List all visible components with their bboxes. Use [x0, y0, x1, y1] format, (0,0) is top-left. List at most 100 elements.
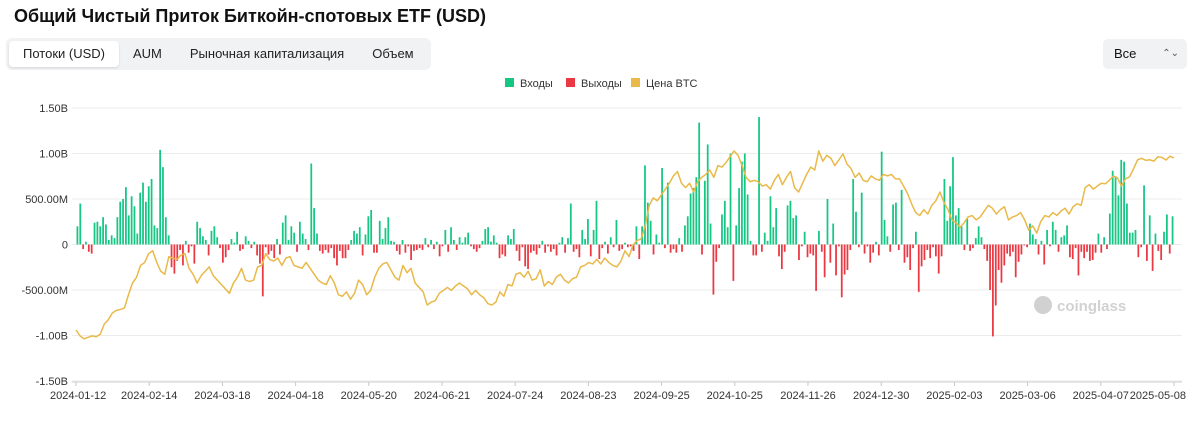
legend-label-inflow[interactable]: Входы [520, 78, 553, 90]
outflow-bar [330, 244, 333, 249]
x-tick-label: 2025-02-03 [926, 390, 982, 402]
outflow-bar [1049, 244, 1051, 247]
outflow-bar [715, 244, 718, 262]
y-tick-label: -500.00M [22, 285, 68, 297]
inflow-bar [162, 167, 164, 245]
inflow-bar [686, 216, 689, 245]
range-select[interactable]: Все ⌃⌄ [1103, 39, 1187, 69]
inflow-bar [743, 153, 746, 245]
inflow-bar [236, 231, 239, 245]
outflow-bar [273, 244, 276, 259]
outflow-bar [532, 244, 535, 251]
outflow-bar [527, 244, 529, 270]
outflow-bar [338, 244, 341, 251]
inflow-bar [253, 241, 256, 245]
inflow-bar [960, 226, 963, 245]
outflow-bar [1074, 244, 1077, 249]
inflow-bar [316, 233, 318, 245]
tab-volume[interactable]: Объем [372, 46, 414, 61]
outflow-bar [504, 244, 507, 257]
inflow-bar [96, 221, 99, 245]
outflow-bar [441, 244, 444, 247]
outflow-bar [538, 244, 541, 249]
outflow-bar [926, 244, 929, 250]
inflow-bar [444, 229, 447, 245]
legend-label-btc-price[interactable]: Цена BTC [646, 78, 698, 90]
inflow-bar [692, 188, 695, 245]
inflow-bar [1154, 233, 1157, 245]
inflow-bar [276, 239, 278, 245]
inflow-bar [875, 241, 877, 245]
inflow-bar [450, 227, 452, 245]
outflow-bar [701, 244, 703, 255]
inflow-bar [313, 208, 316, 245]
outflow-bar [1137, 244, 1140, 258]
y-tick-label: 500.00M [25, 194, 68, 206]
inflow-bar [741, 161, 743, 245]
tab-aum[interactable]: AUM [133, 46, 162, 61]
x-tick-label: 2024-05-20 [341, 390, 397, 402]
outflow-bar [447, 244, 450, 252]
inflow-bar [826, 199, 829, 245]
outflow-bar [321, 244, 324, 254]
tab-flows-usd[interactable]: Потоки (USD) [9, 41, 119, 67]
inflow-bar [150, 178, 153, 245]
outflow-bar [1071, 244, 1074, 260]
outflow-bar [612, 244, 615, 248]
inflow-bar [164, 217, 167, 245]
inflow-bar [635, 226, 638, 245]
outflow-bar [472, 244, 475, 250]
inflow-bar [886, 236, 889, 245]
outflow-bar [835, 244, 837, 276]
chevron-updown-icon: ⌃⌄ [1162, 48, 1179, 59]
outflow-bar [1080, 244, 1083, 252]
inflow-bar [507, 235, 509, 245]
tab-market-cap[interactable]: Рыночная капитализация [189, 46, 345, 61]
outflow-bar [82, 244, 85, 250]
inflow-bar [122, 199, 124, 245]
outflow-bar [798, 244, 800, 260]
inflow-bar [484, 229, 487, 245]
outflow-bar [923, 244, 926, 260]
inflow-bar [723, 200, 726, 245]
inflow-bar [1060, 237, 1063, 245]
outflow-bar [1086, 244, 1088, 252]
outflow-bar [455, 244, 458, 250]
x-tick-label: 2024-02-14 [121, 390, 177, 402]
outflow-bar [778, 244, 780, 257]
inflow-bar [99, 226, 102, 245]
inflow-bar [464, 237, 467, 245]
inflow-bar [133, 206, 136, 245]
outflow-bar [681, 244, 683, 252]
inflow-bar [703, 180, 706, 245]
legend-label-outflow[interactable]: Выходы [581, 78, 622, 90]
outflow-bar [1151, 244, 1154, 271]
inflow-bar [977, 226, 980, 245]
inflow-bar [706, 144, 709, 245]
outflow-bar [1146, 244, 1148, 261]
range-select-value: Все [1114, 46, 1137, 61]
inflow-bar [424, 238, 427, 245]
inflow-bar [358, 227, 361, 245]
outflow-bar [336, 244, 338, 266]
inflow-bar [202, 236, 204, 245]
outflow-bar [986, 244, 989, 261]
outflow-bar [1091, 244, 1094, 260]
inflow-bar [304, 239, 307, 245]
inflow-bar [233, 242, 236, 245]
outflow-bar [940, 244, 943, 257]
inflow-bar [584, 239, 586, 245]
outflow-bar [547, 244, 549, 247]
outflow-bar [809, 244, 812, 254]
outflow-bar [1088, 244, 1091, 261]
outflow-bar [626, 244, 629, 248]
inflow-bar [1114, 176, 1117, 245]
inflow-bar [789, 200, 792, 245]
inflow-bar [1066, 225, 1068, 245]
outflow-bar [433, 244, 435, 250]
outflow-bar [903, 244, 906, 263]
inflow-bar [453, 239, 455, 245]
outflow-bar [1100, 244, 1103, 253]
inflow-bar [378, 220, 381, 245]
